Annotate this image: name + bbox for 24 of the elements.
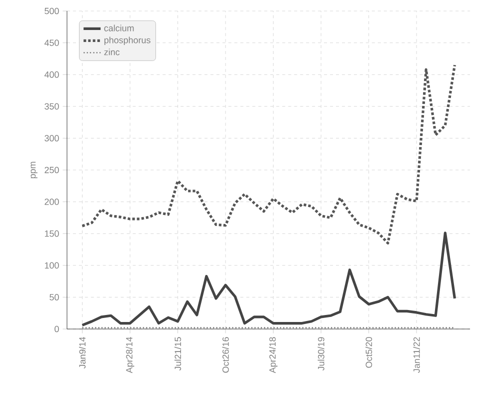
y-tick-label: 300 bbox=[44, 135, 59, 142]
x-tick-label: Jul21/15 bbox=[174, 337, 182, 371]
x-tick-label: Oct26/16 bbox=[222, 337, 229, 373]
legend-label: calcium bbox=[104, 24, 134, 32]
y-tick-label: 250 bbox=[44, 166, 59, 174]
y-axis-title: ppm bbox=[30, 162, 38, 178]
y-tick-label: 0 bbox=[54, 326, 59, 332]
x-tick-label: Apr28/14 bbox=[126, 337, 134, 374]
y-tick-label: 500 bbox=[44, 8, 59, 14]
legend-label: zinc bbox=[104, 48, 120, 56]
y-tick-label: 50 bbox=[50, 294, 59, 300]
x-tick-label: Jul30/19 bbox=[318, 337, 324, 371]
x-tick-label: Jan9/14 bbox=[78, 337, 86, 369]
y-tick-label: 400 bbox=[44, 71, 59, 78]
x-tick-label: Jan11/22 bbox=[413, 337, 420, 373]
y-tick-label: 350 bbox=[44, 103, 59, 110]
x-tick-label: Oct5/20 bbox=[365, 337, 372, 368]
legend-label: phosphorus bbox=[104, 36, 150, 46]
y-tick-label: 200 bbox=[44, 198, 59, 205]
x-tick-label: Apr24/18 bbox=[269, 337, 278, 374]
y-tick-label: 100 bbox=[44, 262, 59, 269]
line-series bbox=[80, 64, 456, 244]
y-tick-label: 450 bbox=[44, 40, 59, 46]
y-tick-label: 150 bbox=[44, 230, 59, 237]
